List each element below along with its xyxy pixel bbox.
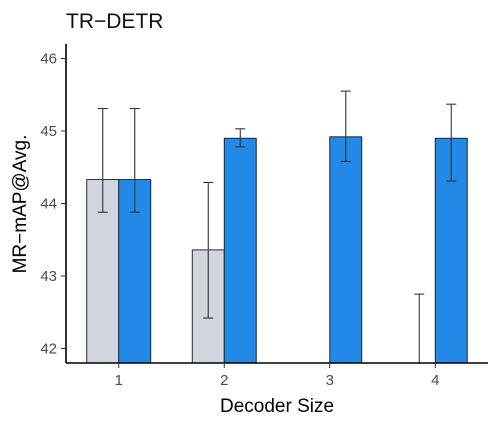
y-ticks: 42 43 44 45 46 <box>40 51 66 358</box>
errorbar-s2-2 <box>235 128 246 148</box>
y-axis-title: MR−mAP@Avg. <box>10 135 31 274</box>
x-tick-label-3: 3 <box>326 372 334 389</box>
x-ticks: 1 2 3 4 <box>115 363 439 389</box>
errorbar-s1-1 <box>97 107 108 213</box>
x-tick-label-4: 4 <box>431 372 439 389</box>
x-tick-label-1: 1 <box>115 372 123 389</box>
y-tick-label-42: 42 <box>40 341 57 358</box>
errorbar-s2-4 <box>446 103 457 182</box>
bar-s2-3 <box>329 136 363 364</box>
errorbar-s1-2 <box>203 181 214 319</box>
errorbar-s1-4 <box>414 293 425 363</box>
x-axis-title: Decoder Size <box>220 396 334 417</box>
y-tick-label-46: 46 <box>40 51 57 68</box>
errorbar-s2-3 <box>340 90 351 162</box>
errorbar-s2-1 <box>129 107 140 213</box>
bars-layer <box>86 136 468 364</box>
x-tick-label-2: 2 <box>220 372 228 389</box>
bar-s2-2 <box>223 137 257 364</box>
error-bars-layer <box>97 90 457 363</box>
y-tick-label-44: 44 <box>40 196 57 213</box>
chart-title: TR−DETR <box>66 10 163 33</box>
y-tick-label-43: 43 <box>40 268 57 285</box>
y-tick-label-45: 45 <box>40 123 57 140</box>
